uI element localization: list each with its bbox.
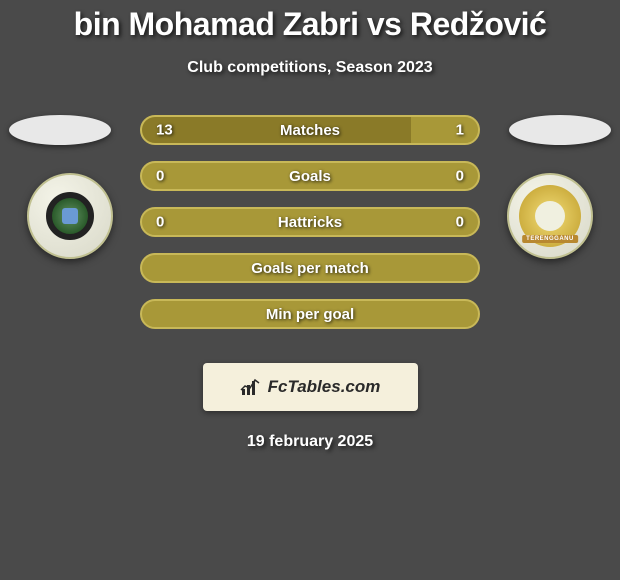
stat-row: 13 1 Matches bbox=[140, 115, 480, 145]
badge-circle-right: TERENGGANU bbox=[507, 173, 593, 259]
stats-list: 13 1 Matches 0 0 Goals 0 0 Hattricks Goals per ma… bbox=[140, 115, 480, 345]
stat-value-right: 1 bbox=[456, 122, 464, 139]
stat-row: Min per goal bbox=[140, 299, 480, 329]
stat-row: 0 0 Hattricks bbox=[140, 207, 480, 237]
stat-row: 0 0 Goals bbox=[140, 161, 480, 191]
stat-label: Matches bbox=[280, 122, 340, 139]
stat-value-right: 0 bbox=[456, 214, 464, 231]
stat-row: Goals per match bbox=[140, 253, 480, 283]
stat-value-left: 0 bbox=[156, 214, 164, 231]
stat-value-right: 0 bbox=[456, 168, 464, 185]
stat-label: Goals bbox=[289, 168, 331, 185]
brand-text: FcTables.com bbox=[268, 377, 381, 397]
stat-label: Hattricks bbox=[278, 214, 342, 231]
generation-date: 19 february 2025 bbox=[0, 433, 620, 451]
stat-fill-left bbox=[142, 117, 411, 143]
badge-banner-right: TERENGGANU bbox=[522, 235, 578, 243]
stat-value-left: 13 bbox=[156, 122, 173, 139]
badge-emblem-left bbox=[46, 192, 94, 240]
stat-label: Goals per match bbox=[251, 260, 369, 277]
stat-fill-right bbox=[411, 117, 478, 143]
badge-circle-left bbox=[27, 173, 113, 259]
comparison-title: bin Mohamad Zabri vs Redžović bbox=[0, 0, 620, 43]
player-photo-left bbox=[9, 115, 111, 145]
club-badge-right: TERENGGANU bbox=[500, 173, 600, 259]
stat-value-left: 0 bbox=[156, 168, 164, 185]
comparison-card: bin Mohamad Zabri vs Redžović Club compe… bbox=[0, 0, 620, 451]
club-badge-left bbox=[20, 173, 120, 259]
main-area: TERENGGANU 13 1 Matches 0 0 Goals 0 0 Hattricks G… bbox=[0, 115, 620, 353]
comparison-subtitle: Club competitions, Season 2023 bbox=[0, 59, 620, 77]
brand-badge[interactable]: FcTables.com bbox=[203, 363, 418, 411]
stat-label: Min per goal bbox=[266, 306, 354, 323]
player-photo-right bbox=[509, 115, 611, 145]
chart-icon bbox=[240, 377, 262, 397]
